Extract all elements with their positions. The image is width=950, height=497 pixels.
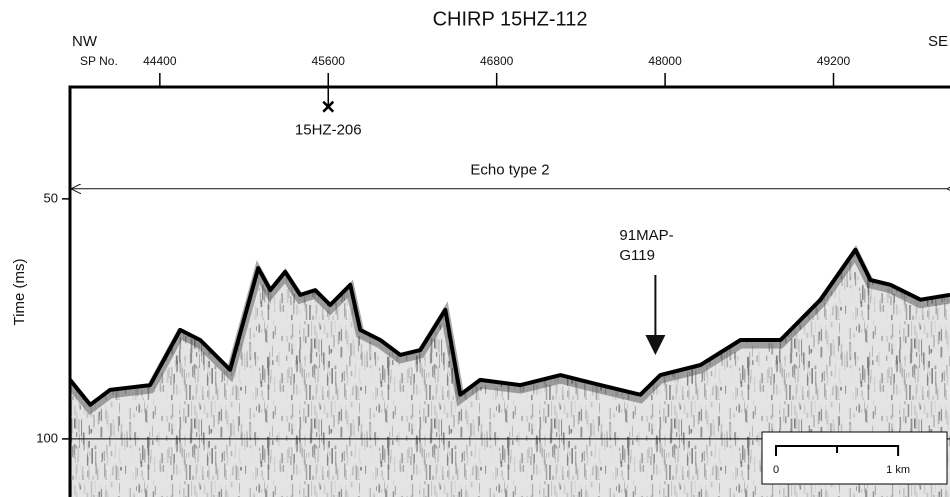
scale-bar [775, 445, 900, 456]
annotation-label: 91MAP- [619, 227, 673, 244]
plot-area [70, 245, 950, 497]
scale-label: 1 km [886, 464, 910, 476]
x-tick-label: 48000 [648, 54, 682, 68]
scale-box [761, 431, 948, 485]
seafloor-line [70, 247, 950, 407]
chart-title: CHIRP 15HZ-112 [433, 8, 588, 30]
seafloor-halo [70, 245, 950, 416]
direction-label: SE [928, 33, 948, 50]
seafloor-fill [70, 249, 950, 497]
annotation-label: G119 [619, 247, 655, 264]
x-tick-label: 46800 [480, 54, 514, 68]
frame [68, 85, 950, 497]
x-tick-label: 44400 [143, 54, 177, 68]
y-axis-label: Time (ms) [11, 259, 28, 326]
annotation-label: 15HZ-206 [295, 122, 362, 139]
x-tick-label: 49200 [817, 54, 851, 68]
y-tick-label: 50 [44, 190, 58, 205]
x-axis-label: SP No. [80, 54, 118, 68]
scale-label: 0 [773, 464, 779, 476]
x-tick-label: 45600 [312, 54, 346, 68]
annotation-label: Echo type 2 [470, 162, 549, 179]
marker-x [322, 100, 335, 113]
y-tick-label: 100 [36, 430, 58, 445]
direction-label: NW [72, 33, 98, 50]
overlay: 15HZ-206 Echo type 2 91MAP- G119 0 1 km [70, 87, 950, 485]
